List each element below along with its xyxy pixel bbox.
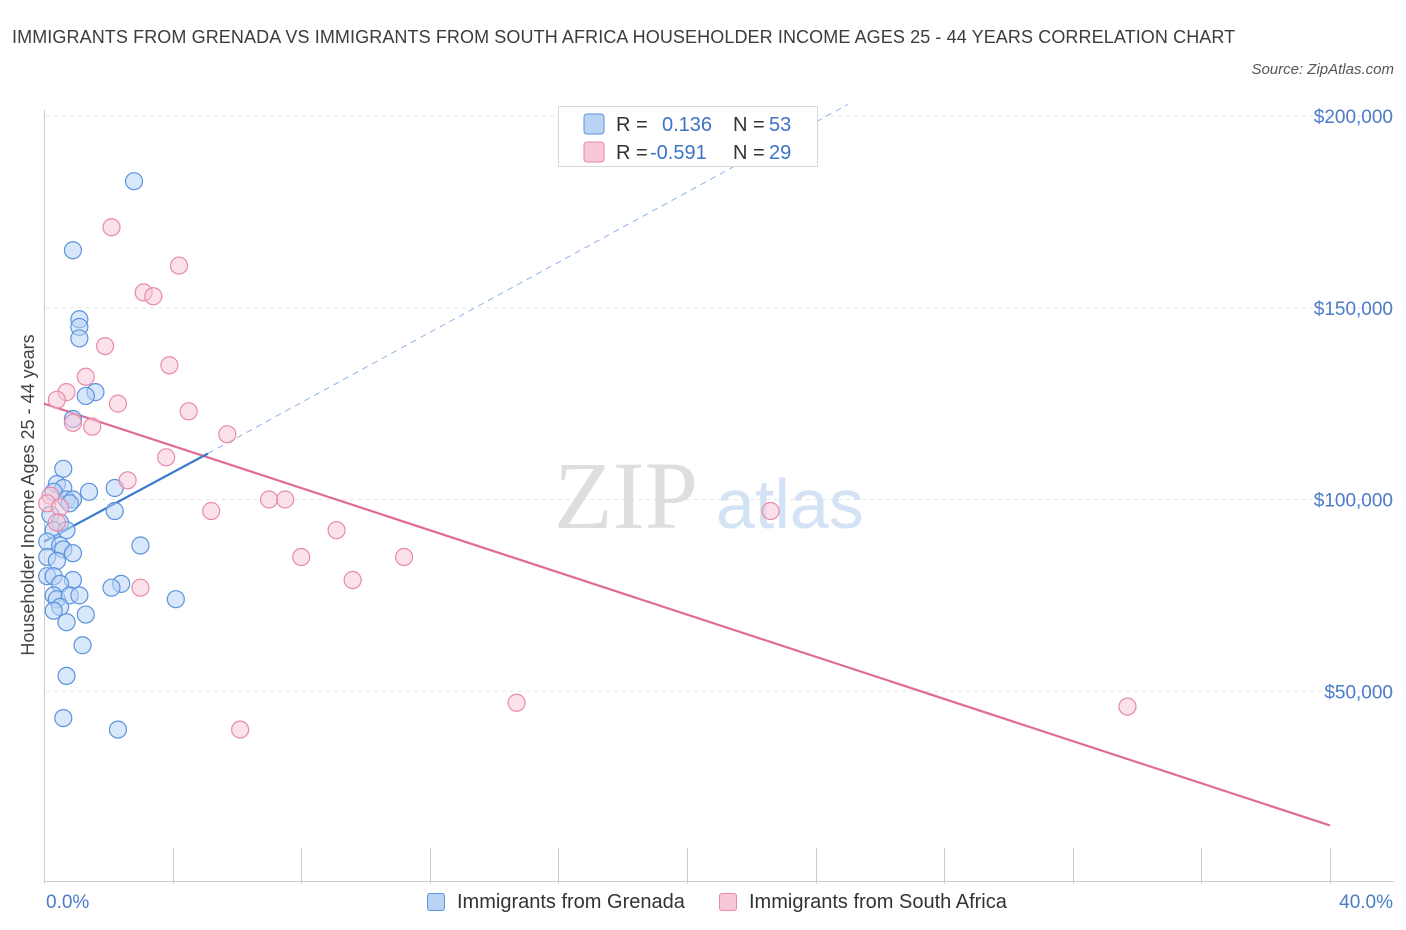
point-grenada-26	[63, 544, 83, 563]
point-south-africa-6	[76, 367, 95, 386]
point-south-africa-11	[63, 413, 83, 432]
point-south-africa-27	[343, 570, 362, 590]
x-tick-label-0: 0.0%	[46, 892, 89, 913]
point-south-africa-30	[1118, 697, 1137, 716]
point-south-africa-0	[102, 218, 121, 237]
x-tick-labels: 0.0% 40.0%	[46, 892, 1393, 913]
point-grenada-17	[105, 501, 124, 521]
bottom-legend-grenada: Immigrants from Grenada	[427, 889, 685, 915]
point-south-africa-1	[169, 256, 189, 275]
y-tick-label-0: $200,000	[1314, 107, 1393, 128]
point-grenada-6	[76, 386, 95, 406]
series-south-africa-points	[38, 218, 1137, 739]
point-grenada-34	[102, 578, 121, 597]
point-grenada-41	[44, 601, 63, 620]
point-south-africa-15	[118, 471, 137, 490]
point-south-africa-20	[50, 498, 70, 517]
trend-line-south-africa	[43, 402, 1331, 827]
series-grenada-points	[38, 172, 185, 739]
point-south-africa-5	[160, 356, 179, 375]
legend-r-label-south-africa: R =	[616, 142, 648, 164]
chart-source: Source: ZipAtlas.com	[1251, 61, 1394, 78]
point-south-africa-8	[47, 390, 66, 409]
gridlines	[46, 115, 1394, 692]
legend-r-label-grenada: R =	[616, 114, 648, 136]
point-grenada-0	[124, 172, 144, 191]
bottom-legend-label-south-africa: Immigrants from South Africa	[749, 890, 1007, 913]
point-south-africa-9	[108, 394, 128, 413]
bottom-legend-swatch-grenada	[427, 893, 445, 911]
point-south-africa-19	[276, 490, 295, 509]
legend-n-value-south-africa: 29	[769, 142, 791, 164]
point-grenada-8	[54, 459, 73, 478]
y-tick-label-1: $150,000	[1314, 299, 1393, 320]
y-tick-label-2: $100,000	[1314, 491, 1393, 512]
watermark-atlas: atlas	[716, 465, 864, 543]
point-grenada-12	[79, 482, 99, 501]
y-tick-labels: $200,000 $150,000 $100,000 $50,000	[1314, 107, 1393, 703]
watermark: ZIP atlas	[554, 442, 864, 549]
legend-n-label-grenada: N =	[733, 114, 765, 136]
legend-swatch-south-africa	[583, 141, 605, 163]
y-axis-label: Householder Income Ages 25 - 44 years	[18, 334, 38, 655]
point-grenada-46	[54, 708, 73, 728]
point-grenada-25	[131, 536, 150, 555]
point-grenada-1	[63, 241, 83, 260]
point-grenada-47	[108, 720, 128, 739]
point-south-africa-14	[157, 448, 176, 467]
x-ticks	[44, 848, 1331, 884]
point-grenada-42	[76, 605, 95, 624]
point-south-africa-10	[179, 402, 198, 421]
point-south-africa-23	[47, 513, 66, 532]
legend-n-label-south-africa: N =	[733, 142, 765, 164]
point-grenada-4	[70, 329, 89, 348]
y-tick-label-3: $50,000	[1324, 682, 1393, 703]
correlation-legend: R = 0.136 N = 53 R = -0.591 N = 29	[558, 106, 818, 167]
legend-n-value-grenada: 53	[769, 114, 791, 136]
point-grenada-38	[70, 586, 89, 605]
point-south-africa-31	[231, 720, 250, 739]
point-grenada-28	[47, 551, 66, 570]
point-south-africa-26	[394, 547, 414, 567]
point-south-africa-4	[95, 337, 115, 356]
watermark-zip: ZIP	[554, 442, 698, 549]
point-south-africa-25	[292, 547, 311, 567]
point-south-africa-3	[144, 287, 163, 306]
x-tick-label-1: 40.0%	[1339, 892, 1393, 913]
point-grenada-43	[57, 613, 76, 632]
point-south-africa-21	[202, 501, 221, 521]
bottom-legend-label-grenada: Immigrants from Grenada	[457, 890, 685, 913]
bottom-legend-south-africa: Immigrants from South Africa	[719, 889, 1007, 915]
point-south-africa-24	[327, 521, 346, 540]
chart-title: IMMIGRANTS FROM GRENADA VS IMMIGRANTS FR…	[12, 27, 1236, 47]
legend-r-value-south-africa: -0.591	[650, 142, 707, 164]
point-south-africa-13	[218, 425, 237, 444]
point-south-africa-12	[83, 417, 102, 436]
point-south-africa-29	[507, 693, 526, 712]
legend-swatch-grenada	[583, 113, 605, 135]
point-grenada-39	[166, 590, 185, 609]
point-south-africa-22	[761, 501, 780, 521]
point-south-africa-18	[259, 490, 279, 509]
point-grenada-45	[57, 666, 76, 686]
point-south-africa-28	[131, 578, 150, 597]
legend-r-value-grenada: 0.136	[662, 114, 712, 136]
bottom-legend-swatch-south-africa	[719, 893, 737, 911]
point-grenada-44	[73, 636, 92, 655]
